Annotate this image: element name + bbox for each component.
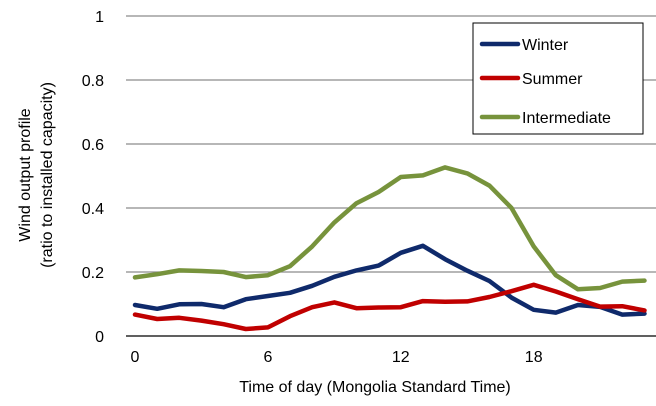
y-tick-label: 0.4: [82, 201, 104, 218]
x-axis-title: Time of day (Mongolia Standard Time): [239, 379, 511, 396]
legend-label-intermediate: Intermediate: [522, 110, 611, 127]
x-tick-label: 6: [263, 349, 272, 366]
legend-label-winter: Winter: [522, 37, 569, 54]
x-tick-labels: 0 6 12 18: [131, 349, 543, 366]
series-line-intermediate: [132, 165, 647, 292]
y-tick-label: 1: [95, 9, 104, 26]
series-lines: [132, 165, 647, 332]
series-line-winter: [132, 243, 647, 317]
legend: Winter Summer Intermediate: [472, 22, 644, 135]
y-tick-label: 0: [95, 329, 104, 346]
x-tick-label: 0: [131, 349, 140, 366]
y-tick-labels: 0 0.2 0.4 0.6 0.8 1: [82, 9, 104, 346]
y-tick-label: 0.8: [82, 73, 104, 90]
y-axis-title-line-1: Wind output profile: [17, 108, 34, 242]
x-tick-label: 12: [392, 349, 410, 366]
y-axis-title: Wind output profile (ratio to installed …: [17, 82, 56, 268]
y-tick-label: 0.6: [82, 137, 104, 154]
x-tick-label: 18: [525, 349, 543, 366]
y-tick-label: 0.2: [82, 265, 104, 282]
legend-label-summer: Summer: [522, 71, 583, 88]
series-line-summer: [132, 282, 647, 332]
y-axis-title-line-2: (ratio to installed capacity): [39, 82, 56, 268]
